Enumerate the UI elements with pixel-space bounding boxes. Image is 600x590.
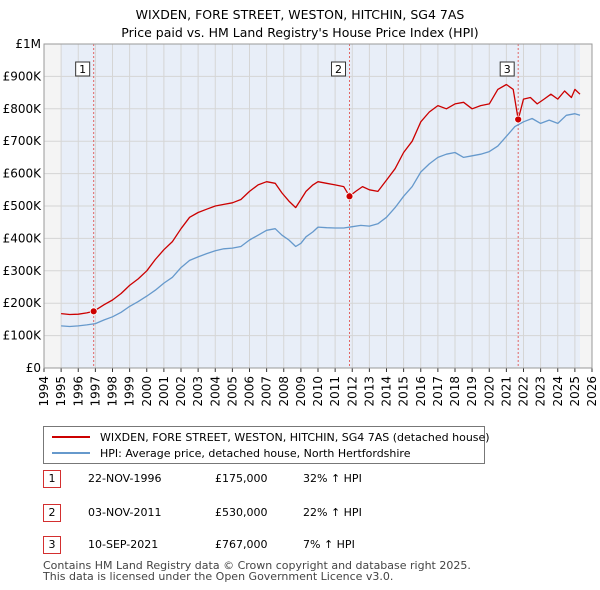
x-tick-label: 2010 <box>311 376 325 407</box>
sale-hpi-change: 7% ↑ HPI <box>303 538 355 551</box>
x-tick-label: 2021 <box>499 376 513 407</box>
y-tick-label: £400K <box>3 231 43 245</box>
y-tick-label: £1M <box>15 37 41 51</box>
sale-point <box>514 115 523 124</box>
x-tick-label: 1996 <box>71 376 85 407</box>
sale-row: 2 03-NOV-2011 £530,000 22% ↑ HPI <box>43 504 563 524</box>
x-tick-label: 2002 <box>174 376 188 407</box>
sale-marker-label: 2 <box>335 63 342 76</box>
x-tick-label: 2014 <box>380 376 394 407</box>
x-tick-label: 2003 <box>191 376 205 407</box>
sale-marker-label: 3 <box>504 63 511 76</box>
x-tick-label: 2004 <box>208 376 222 407</box>
footer-line-copyright: Contains HM Land Registry data © Crown c… <box>43 559 471 572</box>
x-tick-label: 2007 <box>260 376 274 407</box>
footer-attribution: Contains HM Land Registry data © Crown c… <box>43 560 471 582</box>
chart-title: WIXDEN, FORE STREET, WESTON, HITCHIN, SG… <box>135 7 465 22</box>
x-tick-label: 1994 <box>37 376 51 407</box>
x-tick-label: 2001 <box>157 376 171 407</box>
sale-point <box>89 307 98 316</box>
x-tick-label: 2011 <box>328 376 342 407</box>
sale-price: £767,000 <box>215 538 268 551</box>
sale-number-badge: 3 <box>43 536 61 554</box>
x-tick-label: 2026 <box>585 376 599 407</box>
x-tick-label: 2005 <box>225 376 239 407</box>
y-tick-label: £700K <box>3 134 43 148</box>
x-tick-label: 2013 <box>362 376 376 407</box>
chart-title-block: WIXDEN, FORE STREET, WESTON, HITCHIN, SG… <box>0 6 600 42</box>
sale-row: 1 22-NOV-1996 £175,000 32% ↑ HPI <box>43 470 563 490</box>
x-tick-label: 2008 <box>277 376 291 407</box>
x-tick-label: 1995 <box>54 376 68 407</box>
sale-price: £175,000 <box>215 472 268 485</box>
x-tick-label: 2015 <box>397 376 411 407</box>
sale-row: 3 10-SEP-2021 £767,000 7% ↑ HPI <box>43 536 563 556</box>
y-tick-label: £500K <box>3 199 43 213</box>
x-tick-label: 1999 <box>123 376 137 407</box>
hpi-line <box>61 113 581 328</box>
sale-date: 22-NOV-1996 <box>88 472 162 485</box>
sale-hpi-change: 22% ↑ HPI <box>303 506 362 519</box>
sale-number-badge: 2 <box>43 504 61 522</box>
x-tick-label: 2018 <box>448 376 462 407</box>
x-tick-label: 2025 <box>568 376 582 407</box>
x-tick-label: 2023 <box>534 376 548 407</box>
sale-point <box>345 192 354 201</box>
legend-item-hpi: HPI: Average price, detached house, Nort… <box>52 445 410 461</box>
x-tick-label: 2012 <box>345 376 359 407</box>
y-tick-label: £800K <box>3 102 43 116</box>
x-tick-label: 2019 <box>465 376 479 407</box>
chart-subtitle: Price paid vs. HM Land Registry's House … <box>121 25 479 40</box>
y-tick-label: £200K <box>3 296 43 310</box>
x-tick-label: 1998 <box>106 376 120 407</box>
legend-swatch-hpi <box>52 452 90 454</box>
sale-marker-label: 1 <box>79 63 86 76</box>
sale-marker-box <box>499 61 515 77</box>
x-tick-label: 1997 <box>88 376 102 407</box>
y-tick-label: £300K <box>3 264 43 278</box>
legend-item-property: WIXDEN, FORE STREET, WESTON, HITCHIN, SG… <box>52 429 490 445</box>
y-tick-label: £600K <box>3 167 43 181</box>
x-tick-label: 2020 <box>482 376 496 407</box>
sale-date: 10-SEP-2021 <box>88 538 159 551</box>
x-tick-label: 2016 <box>414 376 428 407</box>
sale-number-badge: 1 <box>43 470 61 488</box>
footer-line-licence: This data is licensed under the Open Gov… <box>43 570 394 583</box>
price-chart: 1 2 3 £0 £100K £200K £300K £400K £500K £600K £700… <box>3 37 599 407</box>
property-price-line <box>61 83 581 316</box>
plot-frame <box>43 43 593 369</box>
x-tick-label: 2017 <box>431 376 445 407</box>
sale-price: £530,000 <box>215 506 268 519</box>
legend: WIXDEN, FORE STREET, WESTON, HITCHIN, SG… <box>43 426 490 464</box>
x-tick-label: 2009 <box>294 376 308 407</box>
y-tick-label: £100K <box>3 329 43 343</box>
x-tick-label: 2022 <box>517 376 531 407</box>
sale-date: 03-NOV-2011 <box>88 506 162 519</box>
x-tick-label: 2000 <box>140 376 154 407</box>
x-tick-label: 2006 <box>243 376 257 407</box>
sale-marker-box <box>75 61 91 77</box>
y-tick-label: £900K <box>3 69 43 83</box>
legend-label-property: WIXDEN, FORE STREET, WESTON, HITCHIN, SG… <box>100 430 490 444</box>
y-tick-label: £0 <box>26 361 41 375</box>
legend-swatch-property <box>52 436 90 438</box>
x-tick-label: 2024 <box>551 376 565 407</box>
sale-marker-box <box>331 61 347 77</box>
sale-hpi-change: 32% ↑ HPI <box>303 472 362 485</box>
legend-label-hpi: HPI: Average price, detached house, Nort… <box>100 446 411 460</box>
